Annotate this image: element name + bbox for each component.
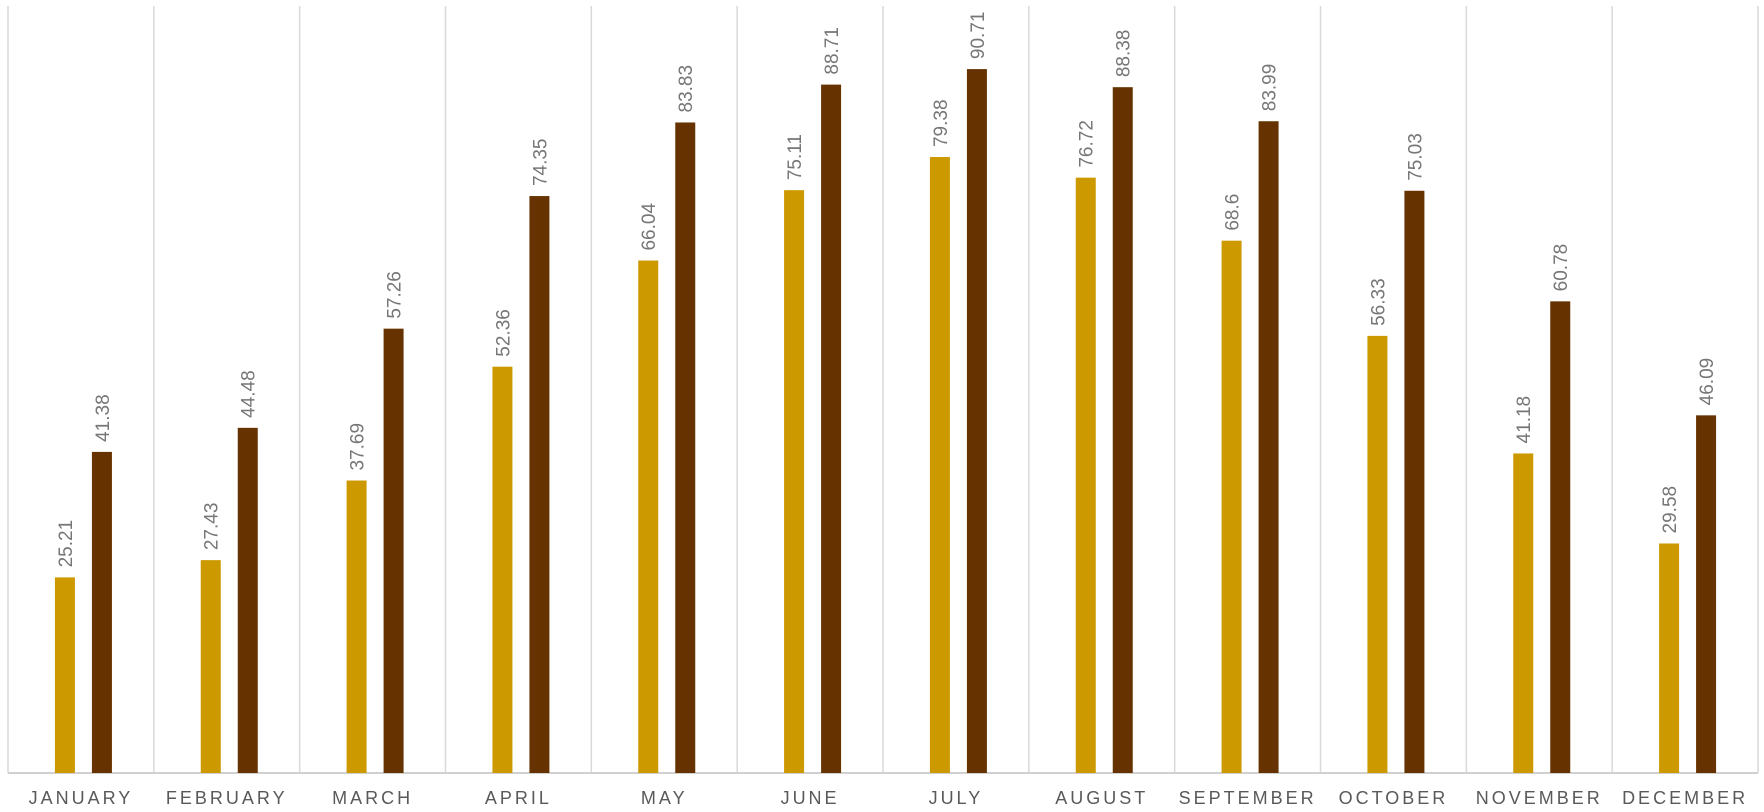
bar-series-2-may bbox=[675, 122, 696, 774]
bar-series-2-october bbox=[1404, 190, 1425, 773]
data-label: 88.71 bbox=[822, 27, 843, 75]
x-tick-label: FEBRUARY bbox=[166, 788, 288, 808]
bar-series-1-june bbox=[784, 190, 805, 774]
bar-series-2-april bbox=[529, 196, 550, 773]
x-tick-label: JANUARY bbox=[29, 788, 134, 808]
data-label: 57.26 bbox=[385, 271, 406, 319]
bar-series-2-march bbox=[383, 328, 404, 773]
x-tick-label: JUNE bbox=[781, 788, 840, 808]
bar-series-1-july bbox=[929, 157, 950, 773]
data-label: 25.21 bbox=[56, 520, 77, 568]
data-label: 46.09 bbox=[1697, 358, 1718, 406]
data-label: 66.04 bbox=[639, 203, 660, 251]
bar-series-1-august bbox=[1075, 177, 1096, 773]
bar-series-1-december bbox=[1659, 543, 1680, 773]
bar-series-2-november bbox=[1550, 301, 1571, 773]
data-label: 76.72 bbox=[1077, 120, 1098, 168]
data-label: 83.99 bbox=[1260, 64, 1281, 112]
bar-series-2-january bbox=[91, 451, 112, 773]
bar-series-1-march bbox=[346, 480, 367, 773]
bar-series-2-july bbox=[966, 69, 987, 774]
bar-series-1-september bbox=[1221, 240, 1242, 773]
x-tick-label: AUGUST bbox=[1055, 788, 1148, 808]
data-label: 29.58 bbox=[1660, 486, 1681, 534]
data-label: 79.38 bbox=[931, 99, 952, 147]
x-tick-label: MAY bbox=[641, 788, 688, 808]
x-tick-label: APRIL bbox=[485, 788, 552, 808]
x-tick-label: JULY bbox=[929, 788, 984, 808]
x-tick-label: OCTOBER bbox=[1339, 788, 1449, 808]
x-tick-label: DECEMBER bbox=[1622, 788, 1748, 808]
bar-series-1-january bbox=[54, 577, 75, 773]
data-label: 90.71 bbox=[968, 12, 989, 60]
data-label: 41.38 bbox=[93, 394, 114, 442]
bar-series-2-september bbox=[1258, 121, 1279, 773]
bar-series-1-april bbox=[492, 366, 513, 773]
data-label: 52.36 bbox=[493, 309, 514, 357]
data-label: 75.03 bbox=[1405, 133, 1426, 181]
data-label: 75.11 bbox=[785, 134, 806, 180]
bar-series-2-february bbox=[237, 427, 258, 773]
bar-series-1-may bbox=[638, 260, 659, 773]
bar-series-2-june bbox=[821, 84, 842, 773]
data-label: 83.83 bbox=[676, 65, 697, 113]
bar-series-2-december bbox=[1696, 415, 1717, 773]
data-label: 27.43 bbox=[202, 503, 223, 551]
x-tick-label: MARCH bbox=[332, 788, 413, 808]
x-tick-label: NOVEMBER bbox=[1476, 788, 1603, 808]
data-label: 37.69 bbox=[348, 423, 369, 471]
bar-series-1-february bbox=[200, 560, 221, 773]
data-label: 56.33 bbox=[1368, 278, 1389, 326]
bar-series-2-august bbox=[1112, 87, 1133, 773]
data-label: 88.38 bbox=[1114, 30, 1135, 78]
data-label: 74.35 bbox=[530, 138, 551, 186]
data-label: 60.78 bbox=[1551, 244, 1572, 292]
bar-series-1-november bbox=[1513, 453, 1534, 773]
data-label: 44.48 bbox=[239, 370, 260, 418]
x-tick-label: SEPTEMBER bbox=[1179, 788, 1317, 808]
bar-series-1-october bbox=[1367, 335, 1388, 773]
data-label: 68.6 bbox=[1223, 194, 1244, 231]
data-label: 41.18 bbox=[1514, 396, 1535, 444]
